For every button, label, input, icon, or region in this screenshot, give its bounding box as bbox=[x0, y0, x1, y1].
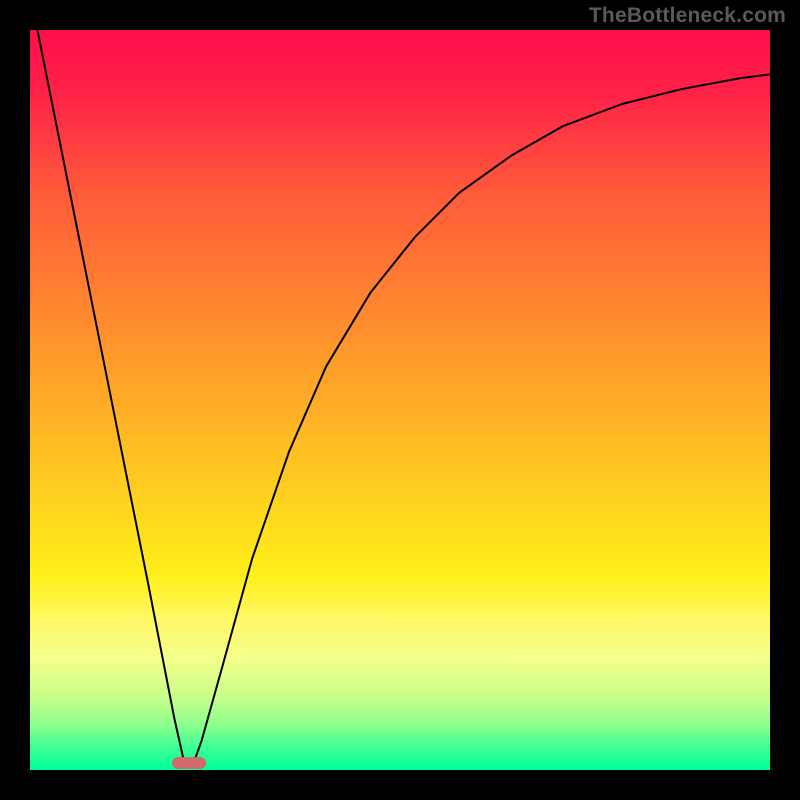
optimal-point-marker bbox=[172, 757, 206, 769]
plot-background-gradient bbox=[30, 30, 770, 770]
watermark-text: TheBottleneck.com bbox=[589, 4, 786, 28]
chart-container: TheBottleneck.com bbox=[0, 0, 800, 800]
plot-area bbox=[30, 30, 770, 770]
